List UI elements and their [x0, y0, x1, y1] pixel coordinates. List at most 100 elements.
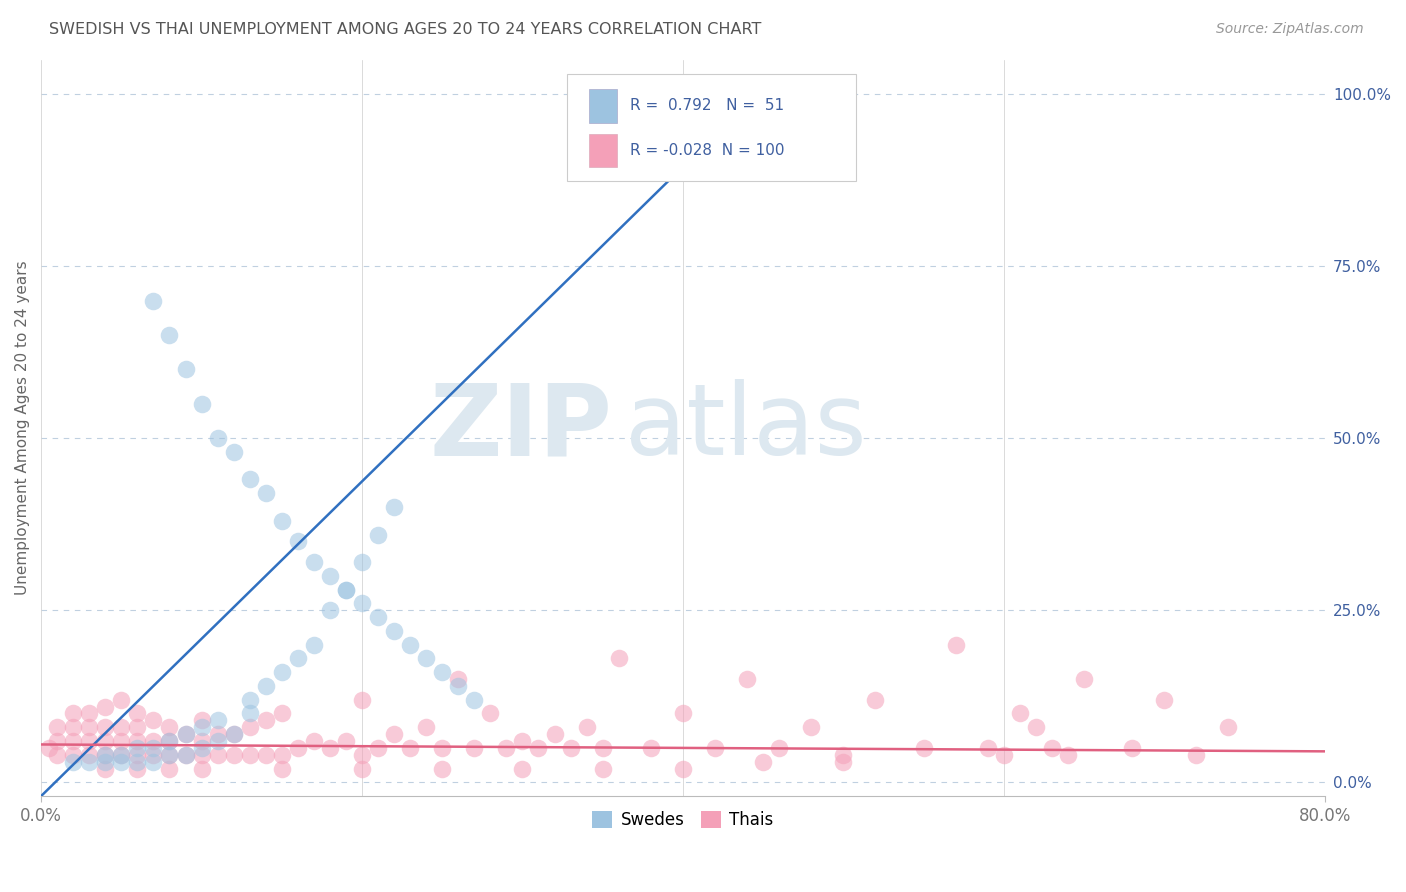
- Point: [159, 327, 181, 342]
- Point: [254, 679, 277, 693]
- Point: [832, 747, 855, 762]
- Point: [1073, 672, 1095, 686]
- Point: [672, 706, 695, 721]
- Point: [1057, 747, 1080, 762]
- Point: [127, 734, 149, 748]
- Point: [350, 747, 373, 762]
- Point: [575, 720, 598, 734]
- Point: [190, 762, 212, 776]
- Point: [367, 527, 389, 541]
- Point: [142, 740, 165, 755]
- Point: [1121, 740, 1143, 755]
- Point: [447, 679, 470, 693]
- Point: [495, 740, 517, 755]
- Point: [335, 582, 357, 597]
- Point: [127, 720, 149, 734]
- Bar: [589, 89, 617, 122]
- Point: [174, 727, 197, 741]
- Point: [190, 740, 212, 755]
- Point: [62, 734, 84, 748]
- Point: [94, 699, 117, 714]
- Point: [62, 706, 84, 721]
- Point: [1008, 706, 1031, 721]
- Point: [1153, 692, 1175, 706]
- Point: [319, 569, 342, 583]
- Text: ZIP: ZIP: [429, 379, 612, 476]
- Point: [527, 740, 550, 755]
- Point: [319, 603, 342, 617]
- Point: [239, 706, 262, 721]
- Point: [142, 755, 165, 769]
- Point: [735, 672, 758, 686]
- Point: [77, 734, 100, 748]
- Point: [94, 755, 117, 769]
- Point: [110, 692, 132, 706]
- Point: [415, 651, 437, 665]
- Point: [159, 747, 181, 762]
- Point: [945, 638, 967, 652]
- Point: [174, 747, 197, 762]
- Point: [335, 582, 357, 597]
- Point: [607, 651, 630, 665]
- Point: [159, 762, 181, 776]
- Point: [174, 747, 197, 762]
- Point: [977, 740, 1000, 755]
- Text: R = -0.028  N = 100: R = -0.028 N = 100: [630, 143, 785, 158]
- Point: [270, 762, 292, 776]
- Point: [159, 734, 181, 748]
- Point: [512, 734, 534, 748]
- Point: [239, 720, 262, 734]
- Point: [447, 672, 470, 686]
- Point: [254, 747, 277, 762]
- Point: [127, 747, 149, 762]
- Point: [350, 555, 373, 569]
- Point: [399, 740, 422, 755]
- Point: [159, 747, 181, 762]
- Text: atlas: atlas: [626, 379, 866, 476]
- Point: [432, 740, 454, 755]
- Point: [207, 431, 229, 445]
- Point: [560, 740, 582, 755]
- Bar: [589, 134, 617, 167]
- Point: [190, 397, 212, 411]
- Point: [463, 740, 485, 755]
- Point: [127, 762, 149, 776]
- Point: [1185, 747, 1208, 762]
- Point: [62, 747, 84, 762]
- Point: [270, 665, 292, 680]
- Point: [94, 747, 117, 762]
- Point: [222, 727, 245, 741]
- Point: [832, 755, 855, 769]
- Point: [110, 755, 132, 769]
- Point: [127, 755, 149, 769]
- FancyBboxPatch shape: [568, 74, 856, 181]
- Point: [190, 747, 212, 762]
- Point: [239, 473, 262, 487]
- Point: [254, 486, 277, 500]
- Point: [110, 747, 132, 762]
- Point: [38, 740, 60, 755]
- Point: [382, 727, 405, 741]
- Point: [207, 734, 229, 748]
- Point: [207, 747, 229, 762]
- Point: [94, 747, 117, 762]
- Point: [335, 734, 357, 748]
- Point: [254, 714, 277, 728]
- Point: [287, 534, 309, 549]
- Point: [287, 740, 309, 755]
- Point: [382, 624, 405, 638]
- Point: [302, 555, 325, 569]
- Point: [479, 706, 502, 721]
- Point: [672, 762, 695, 776]
- Point: [77, 720, 100, 734]
- Point: [1025, 720, 1047, 734]
- Point: [270, 747, 292, 762]
- Point: [94, 720, 117, 734]
- Point: [77, 706, 100, 721]
- Point: [110, 720, 132, 734]
- Point: [382, 500, 405, 514]
- Legend: Swedes, Thais: Swedes, Thais: [585, 804, 780, 836]
- Point: [752, 755, 775, 769]
- Point: [222, 747, 245, 762]
- Point: [190, 720, 212, 734]
